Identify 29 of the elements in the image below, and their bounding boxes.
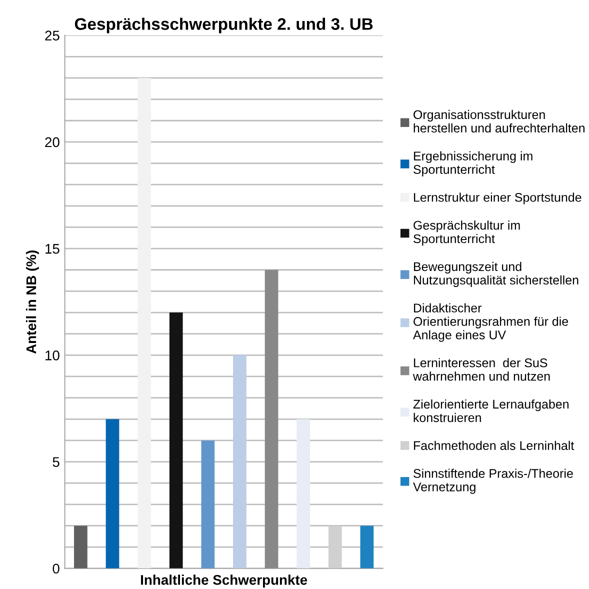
- bar: [106, 419, 120, 568]
- y-tick-label: 0: [52, 564, 60, 574]
- bar: [264, 270, 278, 568]
- y-tick-label: 20: [45, 137, 60, 148]
- bar: [74, 526, 88, 568]
- bar: [233, 355, 246, 568]
- bar: [328, 526, 342, 568]
- x-axis-title: Inhaltliche Schwerpunkte: [141, 574, 308, 588]
- legend-label: Didaktischer Orientierungsrahmen für die Anlage eines UV: [412, 303, 568, 342]
- legend-label: Ergebnissicherung im Sportunterricht: [414, 151, 532, 176]
- bar: [360, 526, 374, 568]
- legend-label: Lerninteressen der SuS wahrnehmen und nutzen: [412, 358, 550, 381]
- legend-label: Organisationsstrukturen herstellen und aufrechterhalten: [414, 110, 584, 133]
- bar: [138, 78, 151, 568]
- legend-label: Lernstruktur einer Sportstunde: [414, 192, 582, 204]
- legend-label: Sinnstiftende Praxis-/Theorie Vernetzung: [413, 468, 573, 494]
- bar: [201, 440, 215, 568]
- legend-label: Gesprächskultur im Sportunterricht: [414, 220, 520, 246]
- bar: [169, 312, 183, 568]
- y-tick-label: 10: [46, 350, 60, 360]
- legend-label: Zielorientierte Lernaufgaben konstruieren: [413, 399, 569, 422]
- y-tick-label: 25: [45, 30, 60, 41]
- y-tick-label: 15: [46, 244, 60, 254]
- legend-label: Fachmethoden als Lerninhalt: [414, 440, 574, 450]
- legend-label: Bewegungszeit und Nutzungsqualität sicherstellen: [414, 262, 578, 288]
- y-tick-label: 5: [52, 457, 60, 467]
- bar: [296, 419, 310, 568]
- chart-title: Gesprächsschwerpunkte 2. und 3. UB: [74, 18, 373, 34]
- y-axis-title: Anteil in NB (%): [26, 250, 39, 354]
